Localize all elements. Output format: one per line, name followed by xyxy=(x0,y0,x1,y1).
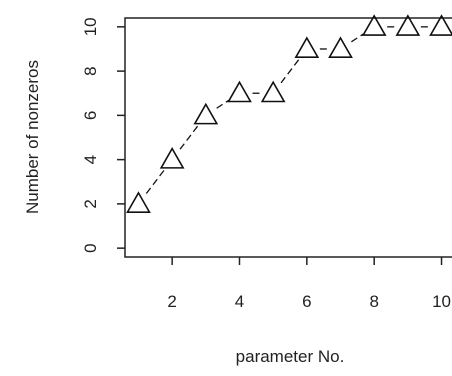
data-point-9 xyxy=(395,14,421,36)
data-point-5 xyxy=(260,80,286,103)
y-tick-label-2: 2 xyxy=(81,199,100,208)
data-point-7 xyxy=(328,36,353,59)
x-axis-title: parameter No. xyxy=(236,347,345,366)
data-point-6 xyxy=(294,36,320,59)
data-point-3 xyxy=(193,102,219,125)
y-tick-label-0: 0 xyxy=(81,243,100,252)
x-axis: 2 4 6 8 10 xyxy=(167,257,451,311)
series-0-segment-2 xyxy=(179,125,199,150)
x-tick-label-2: 2 xyxy=(167,292,176,311)
series-0-segment-5 xyxy=(280,58,300,84)
x-tick-label-8: 8 xyxy=(369,292,378,311)
data-point-1 xyxy=(126,191,151,213)
series-0-segment-1 xyxy=(145,169,165,194)
data-point-10 xyxy=(429,14,452,36)
series-0-segment-3 xyxy=(216,99,229,109)
y-tick-label-10: 10 xyxy=(81,17,100,36)
plot-frame xyxy=(124,17,452,258)
y-axis-title: Number of nonzeros xyxy=(23,60,42,214)
data-point-4 xyxy=(227,80,252,103)
x-tick-label-10: 10 xyxy=(432,292,451,311)
data-point-8 xyxy=(361,14,387,36)
x-tick-label-4: 4 xyxy=(235,292,244,311)
y-tick-label-6: 6 xyxy=(81,111,100,120)
data-point-2 xyxy=(159,147,185,169)
x-tick-label-6: 6 xyxy=(302,292,311,311)
y-tick-label-4: 4 xyxy=(81,155,100,164)
y-axis: 0 2 4 6 8 10 xyxy=(81,17,125,253)
y-tick-label-8: 8 xyxy=(81,66,100,75)
series-layer xyxy=(126,14,452,213)
series-0-segment-7 xyxy=(351,33,364,43)
